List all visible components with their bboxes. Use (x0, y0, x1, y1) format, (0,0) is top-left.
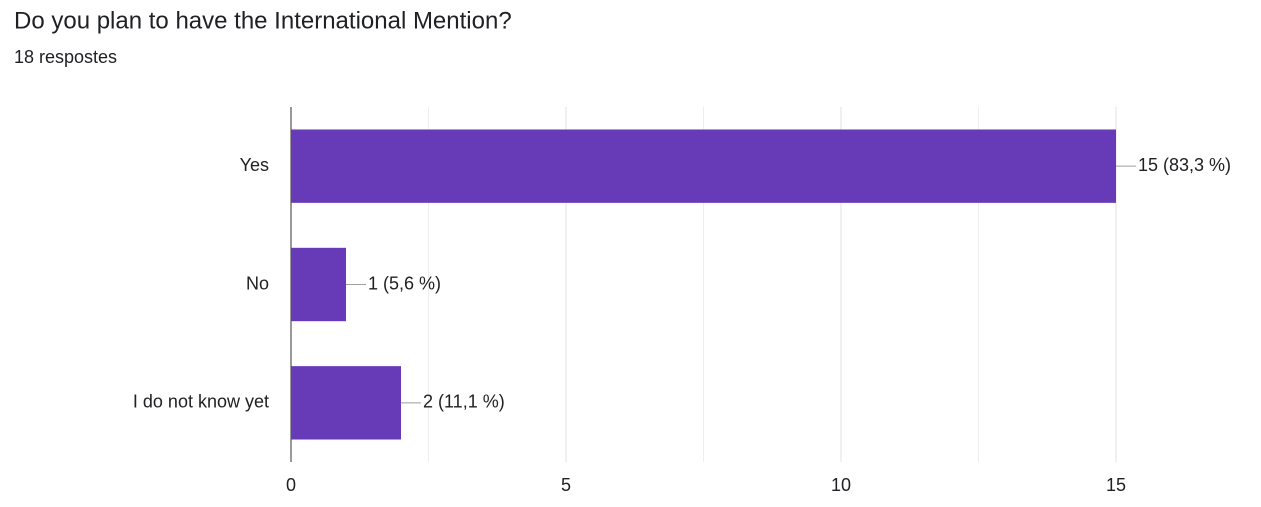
value-label: 2 (11,1 %) (423, 392, 505, 412)
value-label: 15 (83,3 %) (1138, 155, 1231, 175)
x-tick-label: 10 (831, 475, 851, 495)
x-tick-label: 5 (561, 475, 571, 495)
y-tick-label: Yes (240, 155, 269, 175)
bar (291, 247, 346, 322)
chart-subtitle: 18 respostes (14, 47, 117, 67)
y-tick-label: No (246, 273, 269, 293)
x-tick-label: 15 (1106, 475, 1126, 495)
bar (291, 366, 401, 440)
value-label: 1 (5,6 %) (368, 273, 441, 293)
x-tick-label: 0 (286, 475, 296, 495)
bar (291, 129, 1116, 203)
chart-title: Do you plan to have the International Me… (14, 7, 512, 34)
y-tick-label: I do not know yet (133, 392, 269, 412)
